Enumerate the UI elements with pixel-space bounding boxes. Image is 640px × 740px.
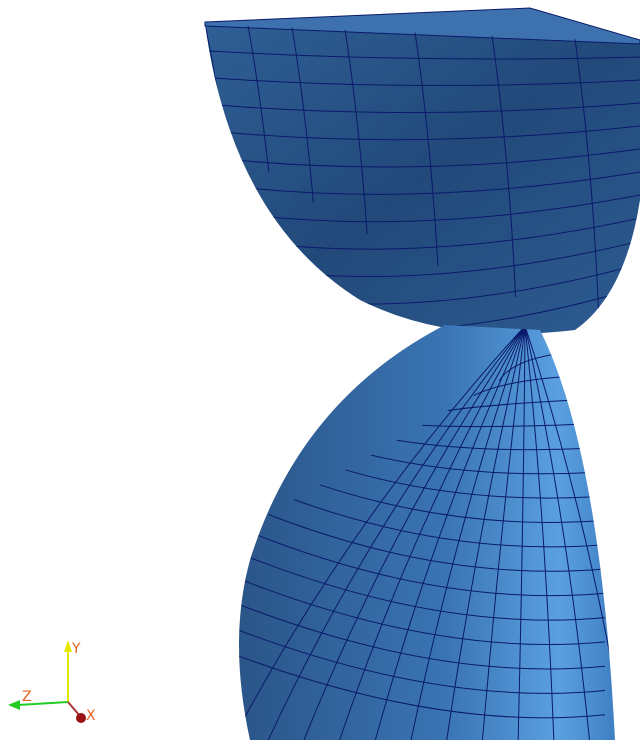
mesh-line — [319, 484, 606, 523]
mesh-line — [445, 325, 526, 740]
upper-mesh — [204, 7, 640, 334]
mesh-line — [414, 32, 439, 266]
mesh-line — [293, 499, 606, 548]
axis-label-y: Y — [71, 641, 81, 657]
mesh-line — [491, 35, 517, 298]
mesh-line — [344, 29, 368, 235]
mesh-line — [574, 38, 600, 329]
mesh-line — [265, 325, 526, 740]
mesh-line — [216, 102, 640, 114]
lower-mesh — [239, 325, 615, 740]
mesh-line — [208, 50, 640, 60]
mesh-line — [396, 439, 606, 451]
mesh-line — [370, 454, 606, 475]
mesh-line — [524, 325, 591, 740]
axis-label-x: X — [86, 708, 96, 724]
mesh-line — [524, 325, 555, 740]
mesh-line — [239, 573, 606, 670]
mesh-line — [301, 325, 526, 740]
mesh-line — [239, 588, 606, 694]
mesh-line — [228, 171, 640, 195]
mesh-line — [337, 325, 526, 740]
mesh-line — [517, 325, 526, 740]
mesh-line — [345, 469, 606, 499]
axes-triad: Y Z X — [8, 640, 96, 724]
mesh-line — [220, 125, 640, 141]
mesh-line — [239, 325, 526, 740]
mesh-line — [212, 77, 640, 87]
mesh-line — [239, 603, 606, 719]
mesh-line — [373, 325, 526, 740]
mesh-line — [268, 514, 606, 572]
mesh-line — [232, 194, 640, 223]
mesh-line — [242, 528, 606, 597]
mesh-line — [239, 558, 606, 646]
mesh-line — [409, 325, 526, 740]
axis-label-z: Z — [22, 689, 32, 705]
mesh-line — [224, 148, 640, 168]
mesh-line — [239, 543, 606, 621]
mesh-line — [481, 325, 526, 740]
mesh-line — [247, 25, 270, 172]
